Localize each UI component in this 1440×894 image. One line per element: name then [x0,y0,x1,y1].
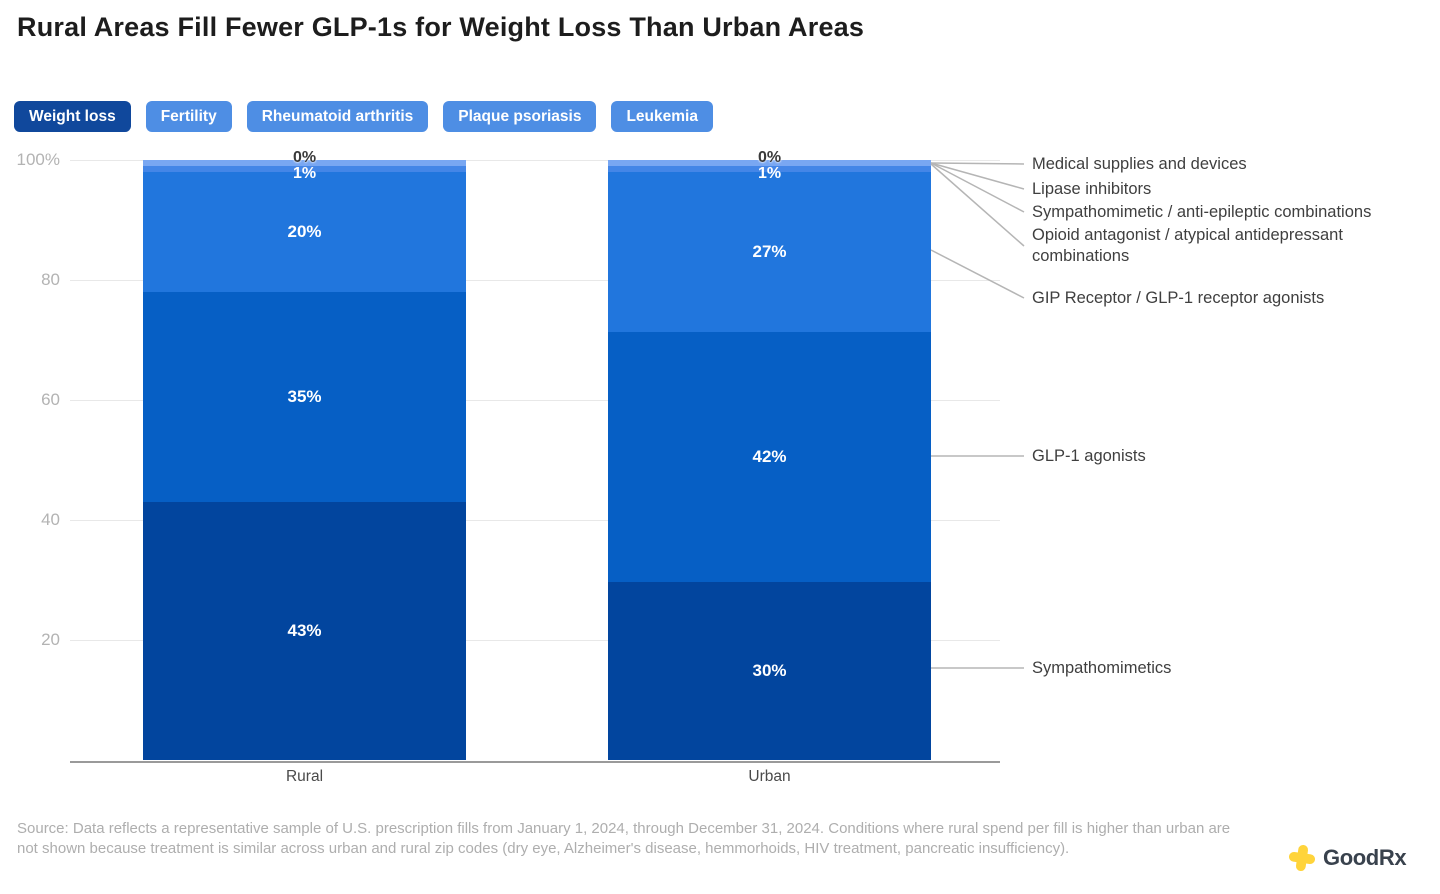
legend-label-medical-supplies-and-devices: Medical supplies and devices [1032,155,1247,173]
segment-value-label-small: 1% [292,165,317,182]
legend-label-sympathomimetic-anti-epileptic-combinations: Sympathomimetic / anti-epileptic combina… [1032,203,1372,221]
gridline [70,400,1000,401]
y-axis-tick: 20 [41,630,60,649]
gridline [70,520,1000,521]
y-axis-tick: 60 [41,390,60,409]
segment-value-label: 20% [287,222,322,241]
tab-plaque-psoriasis[interactable]: Plaque psoriasis [443,101,597,132]
tab-leukemia[interactable]: Leukemia [611,101,713,132]
gridline [70,640,1000,641]
segment-glp-1-agonists: 42% [608,332,931,582]
legend-label-sympathomimetics: Sympathomimetics [1032,659,1172,677]
tab-fertility[interactable]: Fertility [145,101,232,132]
leader-line [930,162,1025,213]
segment-value-label: 43% [287,621,322,640]
segment-value-label: 42% [752,447,787,467]
segment-sympathomimetic-anti-epileptic-combinations [608,160,931,166]
goodrx-logo-text: GoodRx [1323,845,1407,870]
segment-glp-1-agonists: 35% [143,292,466,502]
x-axis-label-urban: Urban [748,768,791,785]
segment-sympathomimetic-anti-epileptic-combinations [143,160,466,166]
gridline [70,160,1000,161]
segment-value-label-small: 0% [292,149,317,166]
segment-sympathomimetics: 30% [608,581,931,760]
tab-rheumatoid-arthritis[interactable]: Rheumatoid arthritis [246,101,429,132]
leader-line [930,162,1025,190]
tab-weight-loss[interactable]: Weight loss [14,101,131,132]
goodrx-cross-icon [1288,844,1316,872]
segment-gip-receptor-glp-1-receptor-agonists: 20% [143,172,466,292]
segment-gip-receptor-glp-1-receptor-agonists: 27% [608,171,931,333]
goodrx-logo: GoodRx [1287,843,1407,873]
leader-line [930,162,1025,165]
legend-label-glp-1-agonists: GLP-1 agonists [1032,447,1146,465]
leader-line [930,163,1025,247]
legend-label-lipase-inhibitors: Lipase inhibitors [1032,180,1152,198]
x-axis-line [70,761,1000,763]
legend-label-opioid-antagonist-atypical-antidepressant-combinations: Opioid antagonist / atypical antidepress… [1032,226,1343,265]
stacked-bar-rural: 20% 35% 43% 0% 1% [143,149,466,760]
condition-tabs: Weight loss Fertility Rheumatoid arthritis… [14,101,713,132]
segment-opioid-antagonist-atypical-antidepressant-combinations [608,165,931,172]
y-axis-tick: 80 [41,270,60,289]
segment-value-label: 27% [752,242,787,262]
segment-value-label-small: 0% [757,149,782,166]
stacked-bar-urban: 27% 42% 30% 0% 1% [608,149,931,760]
segment-sympathomimetics: 43% [143,502,466,760]
page-title: Rural Areas Fill Fewer GLP-1s for Weight… [17,12,865,42]
segment-opioid-antagonist-atypical-antidepressant-combinations [143,166,466,172]
gridline [70,280,1000,281]
segment-value-label: 35% [287,387,322,406]
source-note: Source: Data reflects a representative s… [17,820,1231,857]
y-axis-tick: 40 [41,510,60,529]
segment-value-label: 30% [752,660,787,680]
legend-label-gip-receptor-glp-1-receptor-agonists: GIP Receptor / GLP-1 receptor agonists [1032,289,1325,307]
x-axis-label-rural: Rural [285,768,324,785]
leader-line [930,249,1025,299]
y-axis-tick: 100% [16,150,60,169]
segment-value-label-small: 1% [757,165,782,182]
